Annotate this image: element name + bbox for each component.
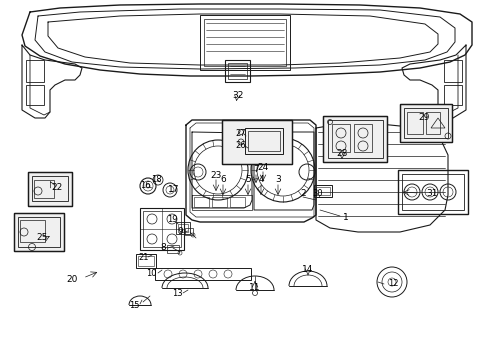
Bar — [18, 217, 60, 247]
Text: 15: 15 — [128, 301, 139, 310]
Bar — [397, 170, 467, 214]
Text: 24: 24 — [257, 162, 268, 171]
Bar — [315, 187, 329, 195]
Text: 22: 22 — [51, 183, 62, 192]
Text: 14: 14 — [302, 266, 313, 274]
Bar — [323, 116, 386, 162]
Bar — [140, 208, 183, 250]
Text: 27: 27 — [235, 130, 246, 139]
Bar — [26, 60, 44, 82]
Bar — [222, 120, 291, 164]
Bar — [32, 176, 68, 201]
Text: 11: 11 — [249, 283, 260, 292]
Bar — [399, 104, 451, 142]
Text: 8: 8 — [160, 243, 165, 252]
Text: 30: 30 — [312, 189, 323, 198]
Bar — [184, 228, 193, 235]
Bar — [401, 174, 463, 210]
Bar — [28, 172, 72, 206]
Bar — [14, 213, 64, 251]
Text: 26: 26 — [235, 141, 246, 150]
Bar — [142, 211, 181, 247]
Bar — [406, 112, 422, 134]
Text: 7: 7 — [253, 166, 258, 175]
Bar — [176, 222, 190, 234]
Text: 25: 25 — [36, 233, 48, 242]
Text: 4: 4 — [258, 175, 263, 184]
Bar — [167, 245, 179, 253]
Text: 17: 17 — [168, 184, 180, 194]
Bar — [178, 224, 187, 232]
Bar — [155, 268, 250, 280]
Bar — [203, 19, 285, 66]
Text: 1: 1 — [343, 213, 348, 222]
Bar — [399, 104, 451, 142]
Bar — [425, 112, 439, 134]
Bar — [200, 15, 289, 70]
Text: 19: 19 — [166, 216, 177, 225]
Text: 29: 29 — [417, 113, 429, 122]
Bar — [247, 131, 280, 151]
Text: 18: 18 — [150, 175, 161, 184]
Text: 32: 32 — [232, 90, 243, 99]
Text: 31: 31 — [426, 189, 437, 198]
Bar — [20, 220, 45, 242]
Text: 12: 12 — [387, 279, 397, 288]
Bar — [353, 124, 371, 152]
Text: 28: 28 — [336, 148, 347, 158]
Text: 9: 9 — [177, 228, 183, 237]
Text: 2: 2 — [300, 189, 305, 198]
Text: 10: 10 — [145, 269, 156, 278]
Text: 23: 23 — [210, 171, 221, 180]
Text: 21: 21 — [139, 253, 149, 262]
Bar — [443, 60, 461, 82]
Bar — [331, 124, 349, 152]
Bar — [194, 197, 208, 207]
Text: 6: 6 — [220, 175, 225, 184]
Bar — [28, 172, 72, 206]
Bar — [323, 116, 386, 162]
Text: 13: 13 — [171, 289, 182, 298]
Text: 16: 16 — [140, 180, 150, 189]
Bar — [136, 254, 156, 268]
Bar — [26, 85, 44, 105]
Bar — [443, 85, 461, 105]
Text: 3: 3 — [275, 175, 280, 184]
Bar — [403, 108, 447, 138]
Bar — [212, 197, 226, 207]
Bar — [224, 60, 249, 82]
Text: 5: 5 — [244, 175, 250, 184]
Bar — [14, 213, 64, 251]
Bar — [229, 197, 244, 207]
Bar — [244, 128, 283, 154]
Bar — [34, 180, 54, 198]
Bar — [327, 120, 382, 158]
Bar — [222, 120, 291, 164]
Bar — [313, 185, 331, 197]
Text: 20: 20 — [66, 275, 78, 284]
Bar — [227, 63, 246, 79]
Bar — [138, 256, 154, 266]
